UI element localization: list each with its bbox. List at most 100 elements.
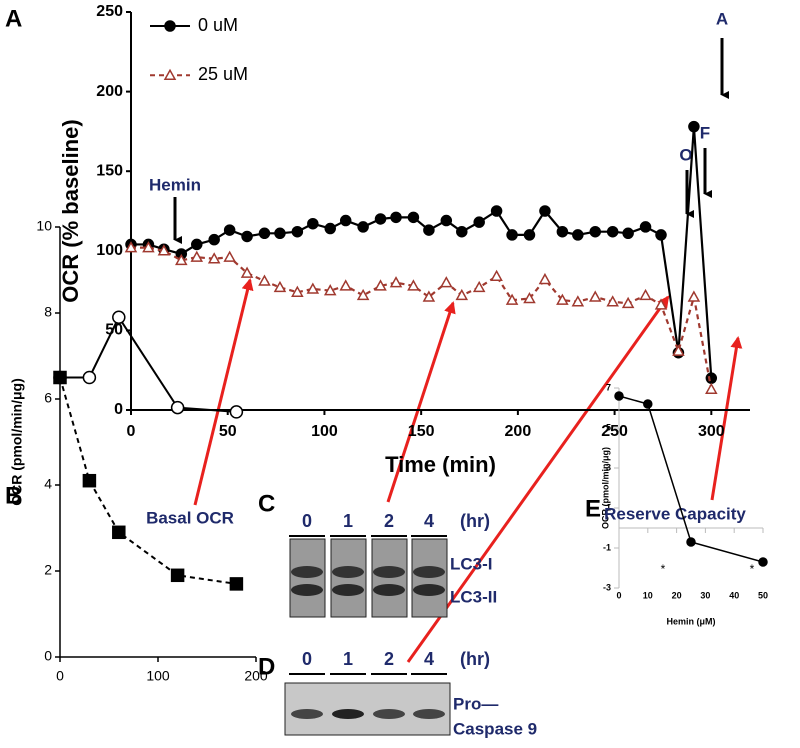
series-line bbox=[131, 126, 713, 379]
blot-lane bbox=[371, 538, 408, 618]
arrows bbox=[173, 38, 743, 663]
point bbox=[571, 295, 585, 307]
lane-label: 4 bbox=[424, 649, 434, 669]
blot-lane bbox=[289, 538, 326, 618]
annotation: Hemin bbox=[149, 175, 201, 194]
unit-label: (hr) bbox=[460, 649, 490, 669]
y-tick-label: 1 bbox=[606, 502, 611, 512]
point bbox=[223, 224, 236, 236]
x-tick-label: 50 bbox=[758, 590, 768, 600]
band-label: LC3-II bbox=[450, 587, 497, 606]
point bbox=[53, 370, 67, 385]
y-tick-label: 3 bbox=[606, 462, 611, 472]
x-axis-label: Hemin (μM) bbox=[666, 616, 715, 626]
x-tick-label: 50 bbox=[219, 423, 237, 440]
point bbox=[241, 230, 253, 243]
blot-band bbox=[291, 566, 323, 578]
point bbox=[688, 120, 700, 133]
point bbox=[705, 382, 718, 395]
y-tick-label: 50 bbox=[105, 322, 123, 339]
point bbox=[374, 213, 387, 225]
point bbox=[572, 229, 584, 241]
point bbox=[240, 266, 254, 278]
chart-panel: A 0 50 100 150 200 250 0 50 100 150 200 250 300 Time (… bbox=[5, 3, 750, 477]
point bbox=[112, 525, 126, 540]
blot-lane bbox=[330, 538, 367, 618]
point bbox=[686, 537, 696, 547]
point bbox=[191, 238, 203, 251]
blot-panel: D 0 1 2 4 (hr) Pro— Caspase 9 bbox=[258, 649, 537, 739]
lane-label: 4 bbox=[424, 511, 434, 531]
y-tick-label: 4 bbox=[44, 476, 52, 492]
chart-title: Reserve Capacity bbox=[604, 504, 746, 523]
y-tick-label: 8 bbox=[44, 304, 52, 320]
y-axis-label: OCR (% baseline) bbox=[58, 119, 83, 302]
point bbox=[589, 225, 601, 238]
point bbox=[142, 241, 155, 253]
point bbox=[455, 288, 469, 301]
band-label: LC3-I bbox=[450, 554, 493, 573]
blot-band bbox=[373, 584, 405, 596]
point bbox=[440, 214, 453, 227]
y-tick-label: 7 bbox=[606, 382, 611, 392]
red-arrow bbox=[406, 295, 670, 663]
point bbox=[523, 229, 536, 241]
point bbox=[672, 344, 685, 356]
point bbox=[356, 288, 370, 301]
legend-marker bbox=[163, 68, 177, 81]
y-tick-label: 100 bbox=[96, 242, 123, 259]
red-arrow bbox=[193, 278, 254, 506]
x-tick-label: 20 bbox=[672, 590, 682, 600]
point bbox=[422, 290, 436, 302]
blot-lane bbox=[411, 538, 448, 618]
blot-band bbox=[373, 709, 405, 719]
point bbox=[473, 216, 485, 228]
point bbox=[407, 211, 420, 224]
point bbox=[207, 252, 221, 264]
x-tick-label: 40 bbox=[729, 590, 739, 600]
annotation: O bbox=[679, 145, 692, 164]
x-tick-label: 100 bbox=[311, 423, 338, 440]
point bbox=[339, 214, 352, 227]
point bbox=[472, 280, 486, 293]
point bbox=[223, 250, 236, 262]
red-arrow bbox=[710, 336, 743, 501]
point bbox=[705, 372, 718, 384]
point bbox=[124, 241, 138, 253]
point bbox=[291, 225, 304, 238]
band-label: Pro— bbox=[453, 694, 498, 713]
point bbox=[639, 221, 652, 233]
point bbox=[307, 217, 319, 230]
lane-label: 2 bbox=[384, 649, 394, 669]
point bbox=[655, 229, 667, 241]
panel-letter: C bbox=[258, 490, 275, 517]
panel-letter: E bbox=[585, 495, 601, 522]
series-line bbox=[131, 246, 713, 390]
y-tick-label: 0 bbox=[44, 648, 52, 664]
point bbox=[258, 274, 271, 286]
point bbox=[273, 280, 287, 293]
y-tick-label: 0 bbox=[114, 401, 123, 418]
point bbox=[643, 399, 653, 409]
point bbox=[523, 292, 536, 304]
point bbox=[175, 253, 188, 266]
lane-label: 0 bbox=[302, 511, 312, 531]
x-tick-label: 200 bbox=[505, 423, 532, 440]
band-label: Caspase 9 bbox=[453, 719, 537, 738]
point bbox=[306, 282, 320, 294]
point bbox=[654, 298, 668, 310]
point bbox=[82, 473, 97, 488]
point bbox=[622, 227, 634, 240]
point bbox=[229, 405, 244, 419]
blot-band bbox=[413, 566, 445, 578]
point bbox=[190, 250, 204, 262]
panel-letter: A bbox=[5, 5, 22, 32]
x-tick-label: 0 bbox=[616, 590, 621, 600]
point bbox=[621, 296, 635, 309]
annotation: * bbox=[750, 562, 755, 576]
blot-strip bbox=[284, 682, 451, 736]
point bbox=[606, 295, 619, 307]
point bbox=[606, 225, 619, 238]
y-tick-label: -3 bbox=[603, 582, 611, 592]
